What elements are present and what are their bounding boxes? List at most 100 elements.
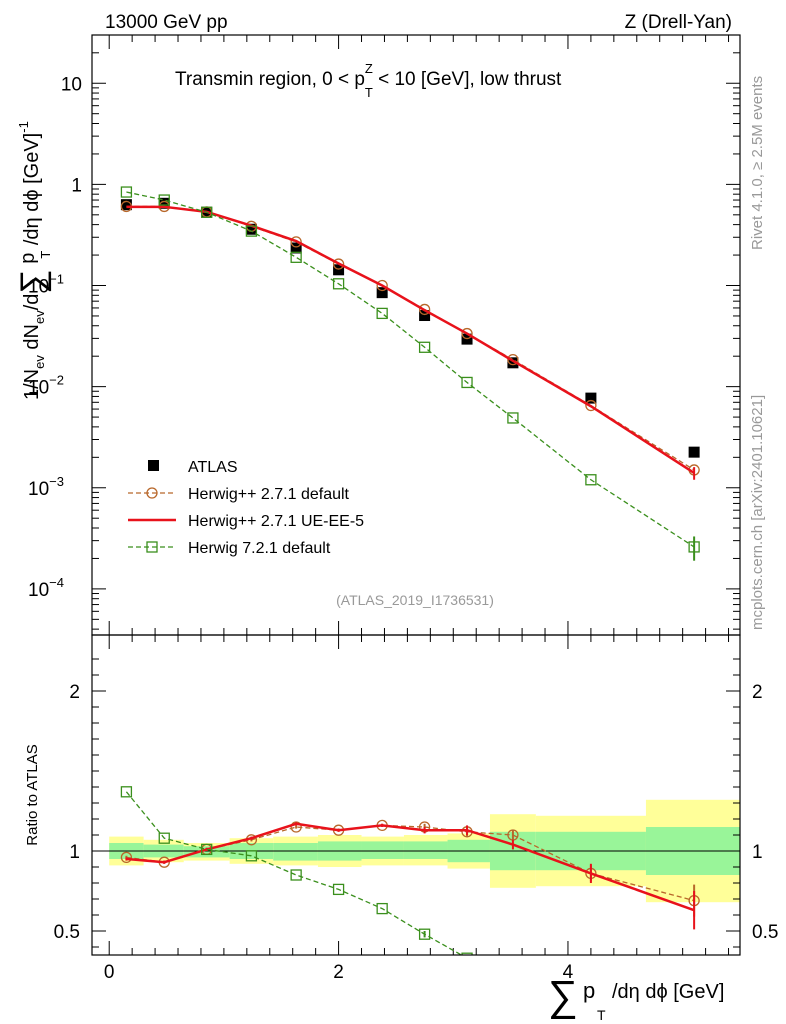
herwig-2-7-1-default-point	[376, 279, 388, 292]
ratio-frame	[91, 634, 741, 956]
atlas-point	[245, 223, 257, 235]
ratio-herwig-7-2-1-default-point	[245, 850, 258, 862]
herwig-2-7-1-default-point	[418, 303, 431, 316]
herwig-7-2-1-default-point	[158, 194, 170, 206]
ratio-ytick-label-right: 1	[752, 842, 763, 863]
legend-marker-herwig-7-2-1-default	[146, 541, 158, 553]
ratio-xtick-label: 4	[563, 962, 574, 983]
legend-label-herwig-7-2-1-default: Herwig 7.2.1 default	[188, 540, 331, 557]
main-ytick-base: 10	[28, 378, 49, 399]
ratio-herwig-2-7-1-default-point	[120, 851, 133, 864]
ratio-band-inner	[183, 846, 230, 858]
herwig-2-7-1-default-point	[585, 399, 597, 412]
atlas-point	[376, 287, 388, 299]
ratio-herwig-7-2-1-default-point	[461, 952, 473, 955]
main-ytick-exp: −1	[49, 272, 64, 287]
herwig-2-7-1-ue-ee-5-line	[126, 205, 695, 475]
main-ytick-label: 10−1	[28, 272, 64, 298]
ratio-herwig-7-2-1-default-line	[125, 791, 463, 955]
herwig-7-2-1-default-point	[585, 474, 597, 486]
atlas-point	[333, 264, 345, 276]
ratio-series-group	[120, 786, 700, 955]
main-ytick-label: 10−2	[28, 373, 64, 399]
main-ytick-exp: −4	[49, 575, 64, 590]
main-ytick-base: 10	[61, 74, 82, 95]
header-left: 13000 GeV pp	[105, 12, 228, 33]
herwig-2-7-1-default-point	[290, 236, 302, 248]
ratio-herwig-7-2-1-default-point	[376, 902, 388, 915]
ratio-ytick-label-right: 2	[752, 682, 763, 703]
herwig-2-7-1-default-point	[461, 327, 473, 340]
main-title-post: < 10 [GeV], low thrust	[373, 69, 562, 90]
main-ytick-label: 10−4	[28, 575, 64, 601]
ratio-herwig-2-7-1-default-point	[290, 821, 302, 833]
atlas-point	[290, 242, 302, 254]
legend-label-herwig-2-7-1-default: Herwig++ 2.7.1 default	[188, 486, 350, 503]
legend-label-atlas: ATLAS	[188, 459, 238, 476]
ratio-herwig-7-2-1-default-point	[332, 883, 345, 896]
atlas-point	[120, 199, 132, 211]
main-ytick-exp: −2	[49, 373, 64, 388]
legend-marker-herwig-2-7-1-default	[146, 487, 158, 499]
ratio-xtick-label: 0	[104, 962, 115, 983]
herwig-7-2-1-default-point	[245, 225, 258, 237]
herwig-7-2-1-default-point	[376, 307, 388, 320]
main-ytick-label: 10−3	[28, 474, 64, 500]
svg-text:p: p	[583, 978, 595, 1003]
main-ytick-exp: −3	[49, 474, 64, 489]
main-ytick-base: 10	[28, 277, 49, 298]
ratio-ylabel: Ratio to ATLAS	[24, 744, 41, 845]
ratio-ytick-label: 1	[69, 842, 80, 863]
herwig-7-2-1-default-point	[688, 541, 700, 553]
herwig-7-2-1-default-point	[418, 341, 431, 353]
header-right: Z (Drell-Yan)	[625, 12, 732, 33]
atlas-point	[419, 310, 431, 322]
main-ylabel: 1/Nev dNev/d∑ pT /dη dϕ [GeV]-1	[14, 121, 53, 400]
herwig-2-7-1-default-line	[126, 205, 695, 471]
ratio-herwig-7-2-1-default-point	[290, 869, 302, 881]
herwig-7-2-1-default-point	[290, 251, 302, 263]
ratio-xtick-label: 2	[333, 962, 344, 983]
main-ytick-label: 10	[61, 74, 82, 95]
main-title: Transmin region, 0 < pTZ < 10 [GeV], low…	[175, 61, 562, 100]
ratio-ytick-label: 2	[69, 682, 80, 703]
ratio-herwig-7-2-1-default-point	[120, 786, 133, 798]
herwig-2-7-1-default-point	[332, 258, 345, 270]
main-title-pre: Transmin region, 0 < p	[175, 69, 365, 90]
svg-text:1/Nev dNev/d∑ pT /dη dϕ [GeV]: 1/Nev dNev/d∑ pT /dη dϕ [GeV]-1	[14, 121, 53, 400]
herwig-7-2-1-default-point	[201, 206, 213, 218]
atlas-point	[507, 357, 519, 369]
herwig-7-2-1-default-point	[461, 376, 473, 389]
ratio-herwig-7-2-1-default-point	[158, 832, 170, 844]
atlas-point	[585, 392, 597, 404]
ratio-herwig-2-7-1-ue-ee-5-line	[126, 822, 695, 912]
legend: ATLAS Herwig++ 2.7.1 default Herwig++ 2.7.…	[128, 459, 364, 557]
ratio-band-inner	[403, 841, 448, 859]
herwig-7-2-1-default-point	[332, 278, 345, 290]
herwig-7-2-1-default-point	[507, 412, 519, 424]
analysis-id: (ATLAS_2019_I1736531)	[336, 592, 494, 608]
ratio-panel: 0.5 0.5 1 1 2 2 0 2 4	[54, 635, 778, 983]
herwig-7-2-1-default-line	[126, 191, 695, 548]
mcplots-label: mcplots.cern.ch [arXiv:2401.10621]	[749, 395, 766, 630]
ratio-band-inner	[273, 843, 318, 861]
ratio-herwig-7-2-1-default-point	[201, 843, 213, 856]
main-ytick-label: 1	[71, 175, 82, 196]
main-title-sub: T	[365, 85, 373, 100]
ratio-herwig-7-2-1-default-point	[418, 928, 431, 940]
main-title-sup: Z	[365, 61, 373, 76]
legend-marker-atlas	[148, 460, 159, 471]
ratio-ytick-label-right: 0.5	[752, 922, 778, 943]
svg-text:/dη dϕ [GeV]: /dη dϕ [GeV]	[612, 981, 724, 1003]
svg-text:∑: ∑	[548, 972, 578, 1019]
ratio-band-inner	[361, 841, 404, 859]
ratio-ytick-label: 0.5	[54, 922, 80, 943]
herwig-7-2-1-default-point	[120, 186, 133, 198]
atlas-point	[688, 446, 700, 458]
svg-text:T: T	[597, 1007, 606, 1023]
main-ytick-base: 10	[28, 580, 49, 601]
main-ytick-base: 1	[71, 175, 82, 196]
herwig-2-7-1-default-point	[507, 353, 519, 366]
